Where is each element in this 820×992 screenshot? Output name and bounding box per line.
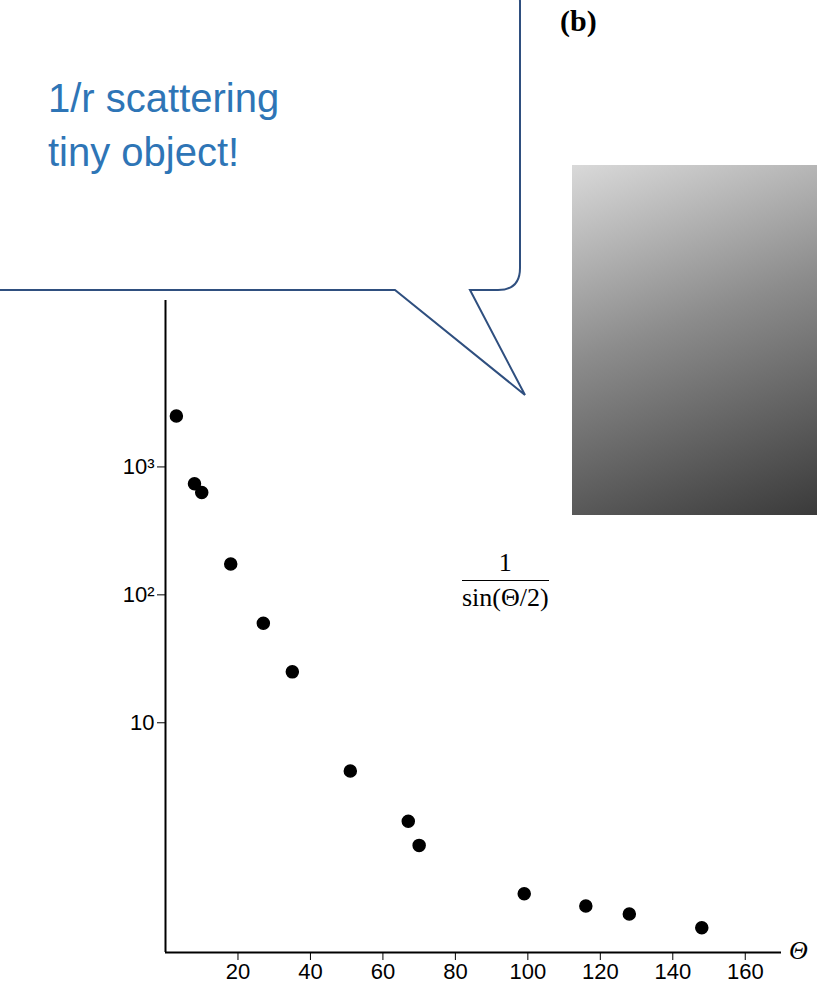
svg-text:100: 100 [509, 959, 546, 984]
svg-text:80: 80 [443, 959, 467, 984]
html-text:tiny object!: tiny object! [48, 130, 240, 174]
html-text:1/r scattering: 1/r scattering [48, 76, 280, 120]
html-text:Θ: Θ [789, 936, 808, 965]
svg-text:60: 60 [371, 959, 395, 984]
svg-text:10³: 10³ [123, 454, 155, 479]
svg-text:120: 120 [582, 959, 619, 984]
svg-text:40: 40 [298, 959, 322, 984]
html-text:sin(Θ/2): sin(Θ/2) [462, 583, 549, 612]
svg-text:10²: 10² [123, 582, 155, 607]
svg-text:10: 10 [130, 710, 154, 735]
svg-text:20: 20 [226, 959, 250, 984]
svg-text:160: 160 [727, 959, 764, 984]
html-text:1: 1 [498, 548, 512, 577]
svg-text:140: 140 [654, 959, 691, 984]
html-text:(b): (b) [560, 4, 597, 37]
